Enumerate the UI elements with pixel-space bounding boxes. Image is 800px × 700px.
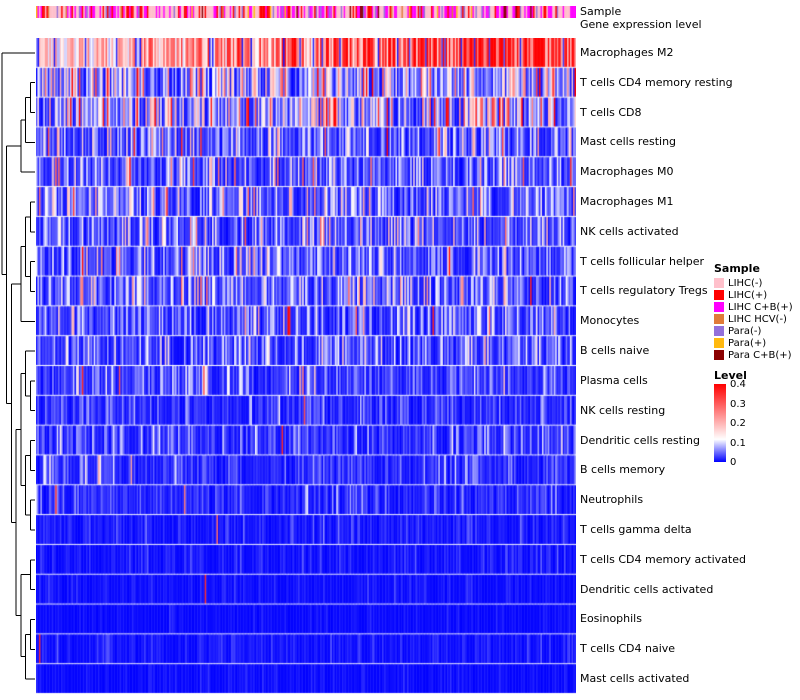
legend-entry: Para(-): [714, 325, 800, 337]
legend-swatch: [714, 326, 724, 336]
row-label: Monocytes: [580, 314, 640, 328]
expression-annotation-bar: [36, 19, 576, 31]
legend-swatch: [714, 302, 724, 312]
row-label: Macrophages M2: [580, 45, 674, 59]
row-label: T cells CD4 naive: [580, 642, 676, 656]
row-label: Dendritic cells activated: [580, 582, 714, 596]
row-label: Plasma cells: [580, 373, 648, 387]
level-legend: Level 0.4 0.3 0.2 0.1 0: [714, 369, 800, 468]
level-legend-title: Level: [714, 369, 747, 382]
level-colorbar: [714, 384, 726, 462]
row-label: Neutrophils: [580, 493, 644, 507]
row-label: Macrophages M1: [580, 195, 674, 208]
legend-entry-label: LIHC(+): [728, 289, 768, 301]
legend-swatch: [714, 314, 724, 324]
sample-annotation-label: Sample: [580, 5, 622, 18]
legend-entry: Para C+B(+): [714, 349, 800, 361]
legend-swatch: [714, 350, 724, 360]
row-label: T cells follicular helper: [580, 254, 705, 268]
row-label: NK cells resting: [580, 403, 666, 417]
legend-swatch: [714, 278, 724, 288]
row-label: Eosinophils: [580, 612, 642, 626]
row-label: Dendritic cells resting: [580, 433, 700, 447]
legend-entry: LIHC HCV(-): [714, 313, 800, 325]
level-tick-label: 0.2: [730, 418, 746, 429]
row-dendrogram: [1, 52, 35, 680]
legend-entry-label: Para(+): [728, 337, 767, 349]
legend-entry: LIHC(-): [714, 277, 800, 289]
legend-entry-label: LIHC C+B(+): [728, 301, 793, 313]
row-label: T cells CD4 memory resting: [580, 75, 733, 89]
legend-entry: Para(+): [714, 337, 800, 349]
legend-entry: LIHC(+): [714, 289, 800, 301]
heatmap-canvas: [36, 38, 576, 694]
sample-annotation-bar: [36, 6, 576, 18]
legend-entry-label: LIHC HCV(-): [728, 313, 787, 325]
row-label: T cells CD4 memory activated: [580, 552, 746, 566]
legend-swatch: [714, 290, 724, 300]
legend-entry-label: Para C+B(+): [728, 349, 792, 361]
level-colorbar-wrap: 0.4 0.3 0.2 0.1 0: [714, 380, 800, 468]
expression-annotation-label: Gene expression level: [580, 18, 702, 31]
row-label: NK cells activated: [580, 224, 679, 238]
legend-entry-label: LIHC(-): [728, 277, 763, 289]
legend-entry-label: Para(-): [728, 325, 762, 337]
row-label: Mast cells resting: [580, 135, 677, 149]
level-tick-label: 0.4: [730, 379, 746, 390]
sample-legend-title: Sample: [714, 262, 760, 275]
level-tick-label: 0: [730, 457, 737, 468]
row-label: B cells memory: [580, 463, 666, 477]
row-label: B cells naive: [580, 344, 650, 358]
row-label: Macrophages M0: [580, 165, 674, 179]
level-tick-label: 0.3: [730, 398, 746, 410]
row-label: T cells regulatory Tregs: [580, 284, 708, 298]
legend-panel: Sample LIHC(-) LIHC(+) LIHC C+B(+) LIHC HCV…: [714, 262, 800, 468]
row-label: T cells CD8: [580, 105, 642, 119]
level-tick-label: 0.1: [730, 437, 746, 449]
row-label: T cells gamma delta: [580, 523, 692, 536]
sample-legend-entries: LIHC(-) LIHC(+) LIHC C+B(+) LIHC HCV(-) Para…: [714, 277, 800, 361]
row-label: Mast cells activated: [580, 672, 690, 686]
legend-entry: LIHC C+B(+): [714, 301, 800, 313]
legend-swatch: [714, 338, 724, 348]
